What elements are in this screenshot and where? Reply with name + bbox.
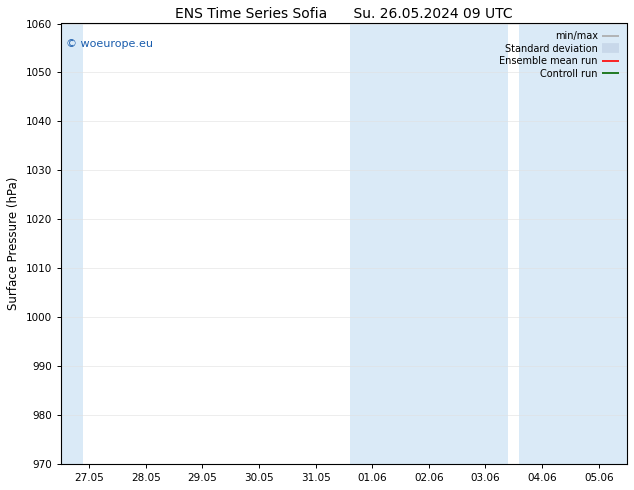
Bar xyxy=(349,24,508,464)
Title: ENS Time Series Sofia      Su. 26.05.2024 09 UTC: ENS Time Series Sofia Su. 26.05.2024 09 … xyxy=(175,7,513,21)
Legend: min/max, Standard deviation, Ensemble mean run, Controll run: min/max, Standard deviation, Ensemble me… xyxy=(496,28,622,81)
Y-axis label: Surface Pressure (hPa): Surface Pressure (hPa) xyxy=(7,177,20,311)
Bar xyxy=(519,24,627,464)
Bar xyxy=(61,24,84,464)
Text: © woeurope.eu: © woeurope.eu xyxy=(67,39,153,49)
